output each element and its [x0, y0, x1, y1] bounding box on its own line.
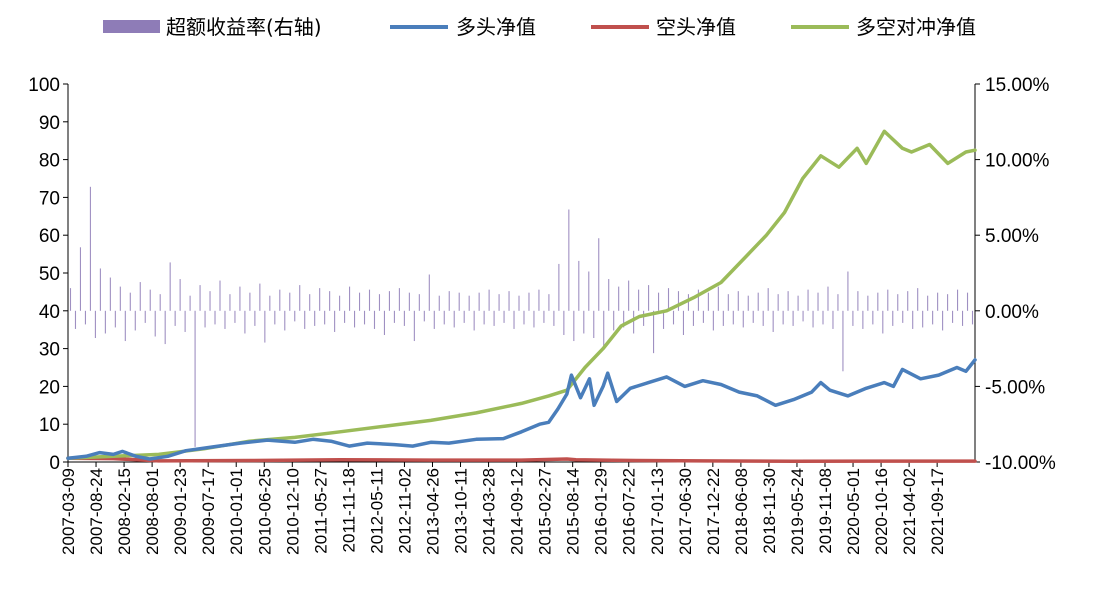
x-tick-label: 2010-01-01	[227, 468, 246, 555]
legend-swatch-excess	[103, 20, 160, 33]
legend-label-long: 多头净值	[456, 15, 536, 39]
x-tick-label: 2008-08-01	[143, 468, 162, 555]
series-line-long	[66, 358, 977, 461]
left-tick-label: 30	[39, 340, 60, 361]
left-tick-label: 50	[39, 264, 60, 285]
legend-label-excess: 超额收益率(右轴)	[166, 15, 322, 39]
right-tick-label: -5.00%	[985, 377, 1045, 398]
legend-item-long: 多头净值	[390, 15, 536, 39]
x-tick-label: 2013-04-26	[423, 468, 442, 555]
right-tick-label: 5.00%	[985, 226, 1039, 247]
left-tick-label: 0	[49, 453, 60, 474]
legend-item-excess: 超额收益率(右轴)	[103, 15, 322, 39]
x-tick-label: 2014-03-28	[480, 468, 499, 555]
series-line-short	[66, 456, 977, 463]
x-tick-label: 2011-11-18	[339, 468, 358, 552]
left-tick-label: 60	[39, 226, 60, 247]
x-tick-label: 2016-01-29	[592, 468, 611, 555]
x-tick-label: 2017-06-30	[676, 468, 695, 555]
x-tick-label: 2013-10-11	[452, 468, 471, 554]
x-tick-label: 2007-08-24	[87, 468, 106, 555]
x-axis-ticks: 2007-03-09 2007-08-24 2008-02-15 2008-08-01…	[59, 462, 947, 555]
left-tick-label: 100	[28, 75, 60, 96]
x-tick-label: 2014-09-12	[508, 468, 527, 555]
right-tick-label: 15.00%	[985, 75, 1050, 96]
right-tick-label: 10.00%	[985, 151, 1050, 172]
x-tick-label: 2016-07-22	[620, 468, 639, 555]
excess-return-bars	[69, 186, 974, 447]
x-tick-label: 2018-06-08	[732, 468, 751, 555]
x-tick-label: 2017-12-22	[704, 468, 723, 555]
x-tick-label: 2020-10-16	[872, 468, 891, 555]
left-tick-label: 70	[39, 188, 60, 209]
left-tick-label: 40	[39, 302, 60, 323]
x-tick-label: 2010-12-10	[283, 468, 302, 555]
x-tick-label: 2010-06-25	[255, 468, 274, 555]
x-tick-label: 2021-04-02	[900, 468, 919, 555]
right-tick-label: -10.00%	[985, 453, 1056, 474]
left-axis-ticks: 0 10 20 30 40 50 60 70 80 90 100	[28, 75, 68, 474]
x-tick-label: 2018-11-30	[760, 468, 779, 554]
x-tick-label: 2009-07-17	[199, 468, 218, 555]
x-tick-label: 2019-11-08	[816, 468, 835, 554]
x-tick-label: 2017-01-13	[648, 468, 667, 555]
x-tick-label: 2020-05-01	[844, 468, 863, 555]
legend: 超额收益率(右轴) 多头净值 空头净值 多空对冲净值	[103, 15, 976, 39]
x-tick-label: 2015-02-27	[536, 468, 555, 555]
legend-item-short: 空头净值	[591, 15, 736, 39]
left-tick-label: 20	[39, 377, 60, 398]
nav-lines	[66, 129, 977, 463]
x-tick-label: 2011-05-27	[311, 468, 330, 554]
left-tick-label: 10	[39, 415, 60, 436]
legend-item-long-short: 多空对冲净值	[791, 15, 976, 39]
series-line-long-short	[66, 129, 977, 460]
x-tick-label: 2021-09-17	[928, 468, 947, 555]
left-tick-label: 80	[39, 151, 60, 172]
left-tick-label: 90	[39, 113, 60, 134]
right-tick-label: 0.00%	[985, 302, 1039, 323]
x-tick-label: 2009-01-23	[171, 468, 190, 555]
x-tick-label: 2008-02-15	[115, 468, 134, 555]
x-tick-label: 2012-05-11	[367, 468, 386, 554]
right-axis-ticks: -10.00% -5.00% 0.00% 5.00% 10.00% 15.00%	[975, 75, 1056, 474]
x-tick-label: 2019-05-24	[788, 468, 807, 555]
x-tick-label: 2015-08-14	[564, 468, 583, 555]
legend-label-long-short: 多空对冲净值	[856, 15, 976, 39]
x-tick-label: 2007-03-09	[59, 468, 78, 555]
x-tick-label: 2012-11-02	[395, 468, 414, 554]
legend-label-short: 空头净值	[656, 15, 736, 39]
